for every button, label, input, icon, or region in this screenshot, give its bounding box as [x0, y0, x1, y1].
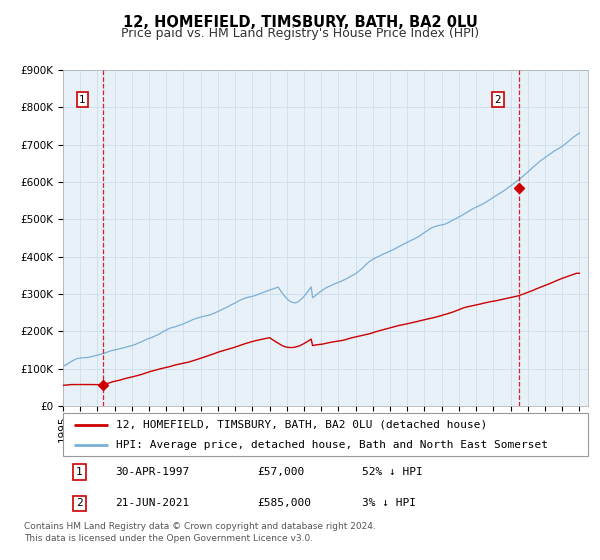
- Text: This data is licensed under the Open Government Licence v3.0.: This data is licensed under the Open Gov…: [24, 534, 313, 543]
- Text: £585,000: £585,000: [257, 498, 311, 508]
- Text: 12, HOMEFIELD, TIMSBURY, BATH, BA2 0LU: 12, HOMEFIELD, TIMSBURY, BATH, BA2 0LU: [122, 15, 478, 30]
- Text: 2: 2: [76, 498, 83, 508]
- Text: 3% ↓ HPI: 3% ↓ HPI: [362, 498, 416, 508]
- FancyBboxPatch shape: [63, 413, 588, 456]
- Text: £57,000: £57,000: [257, 467, 305, 477]
- Text: 12, HOMEFIELD, TIMSBURY, BATH, BA2 0LU (detached house): 12, HOMEFIELD, TIMSBURY, BATH, BA2 0LU (…: [115, 419, 487, 430]
- Text: 1: 1: [76, 467, 83, 477]
- Text: 30-APR-1997: 30-APR-1997: [115, 467, 190, 477]
- Text: Price paid vs. HM Land Registry's House Price Index (HPI): Price paid vs. HM Land Registry's House …: [121, 27, 479, 40]
- Text: 21-JUN-2021: 21-JUN-2021: [115, 498, 190, 508]
- Text: Contains HM Land Registry data © Crown copyright and database right 2024.: Contains HM Land Registry data © Crown c…: [24, 522, 376, 531]
- Text: 52% ↓ HPI: 52% ↓ HPI: [362, 467, 423, 477]
- Text: 2: 2: [494, 95, 501, 105]
- Text: 1: 1: [79, 95, 86, 105]
- Text: HPI: Average price, detached house, Bath and North East Somerset: HPI: Average price, detached house, Bath…: [115, 441, 548, 450]
